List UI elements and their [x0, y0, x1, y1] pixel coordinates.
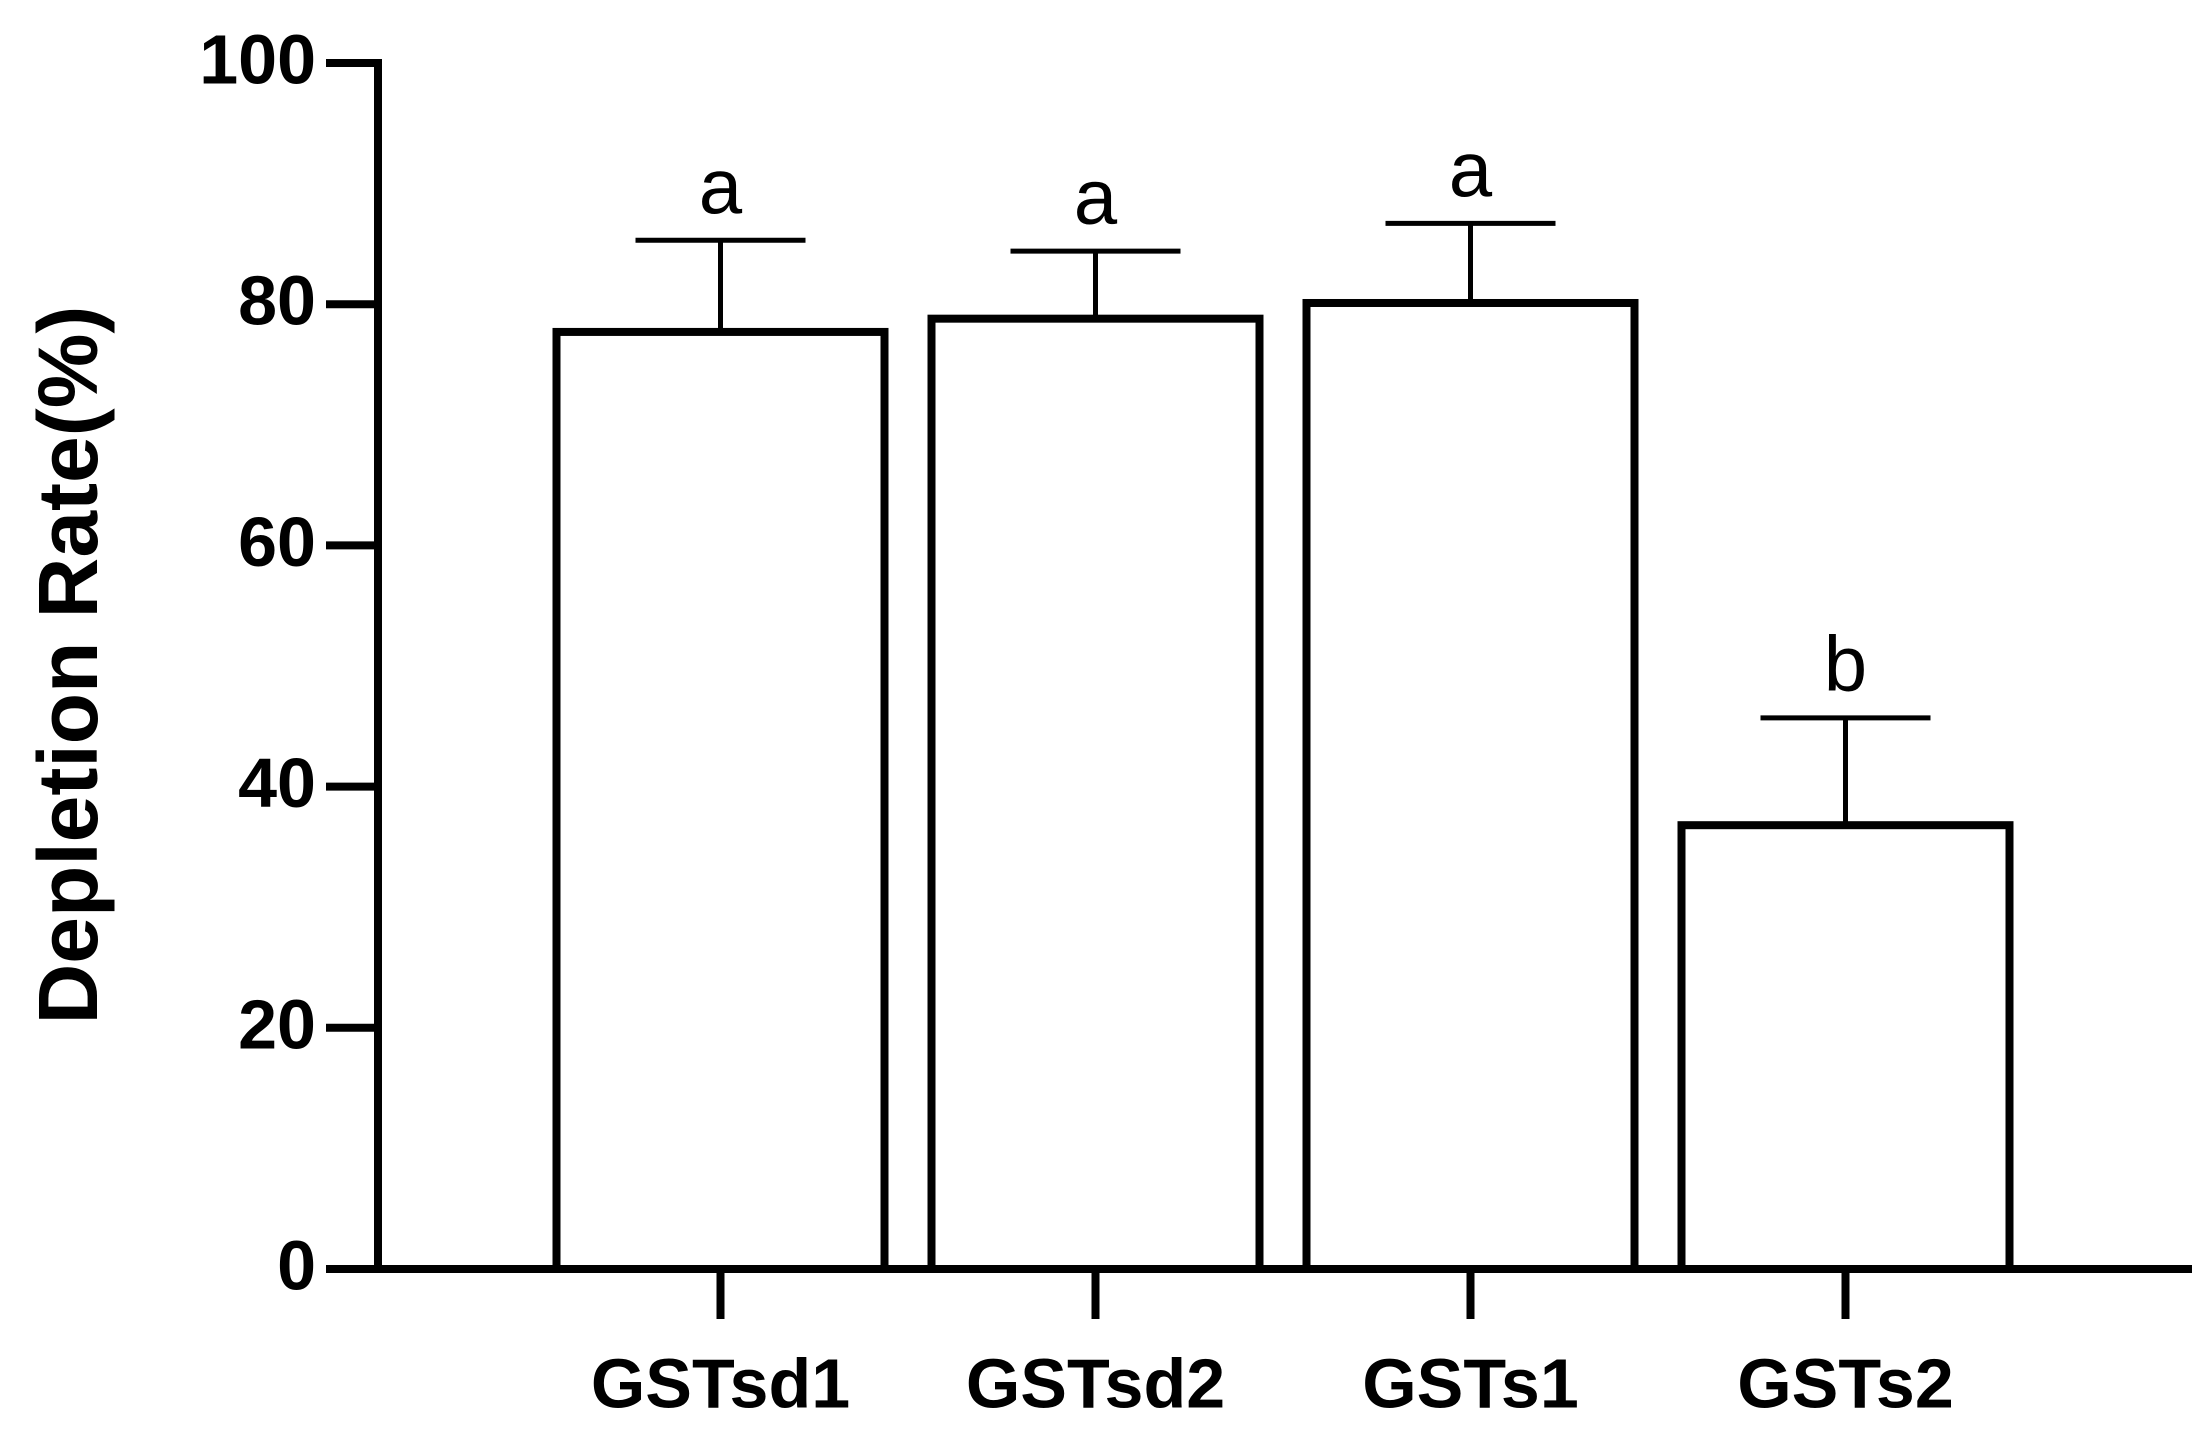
bar [1302, 298, 1639, 1273]
y-tick-label: 60 [238, 503, 316, 581]
annotation: a [699, 142, 743, 230]
x-tick-label: GSTsd1 [591, 1344, 850, 1422]
error-bar [1010, 248, 1181, 319]
bar [552, 327, 889, 1273]
error-bar [635, 237, 806, 332]
y-tick-label: 100 [199, 20, 316, 98]
error-bar [1385, 220, 1556, 303]
annotation: a [1074, 153, 1118, 241]
annotation: b [1824, 619, 1867, 707]
y-tick-label: 80 [238, 262, 316, 340]
error-bar [1760, 715, 1931, 826]
bar [1677, 821, 2014, 1274]
bar [927, 314, 1264, 1273]
annotation: a [1449, 125, 1493, 213]
y-axis-label: Depletion Rate(%) [21, 306, 115, 1025]
x-tick-label: GSTsd2 [966, 1344, 1225, 1422]
y-tick-label: 20 [238, 985, 316, 1063]
y-tick-label: 0 [277, 1226, 316, 1304]
y-tick-label: 40 [238, 744, 316, 822]
x-tick-label: GSTs1 [1362, 1344, 1579, 1422]
x-tick-label: GSTs2 [1737, 1344, 1954, 1422]
